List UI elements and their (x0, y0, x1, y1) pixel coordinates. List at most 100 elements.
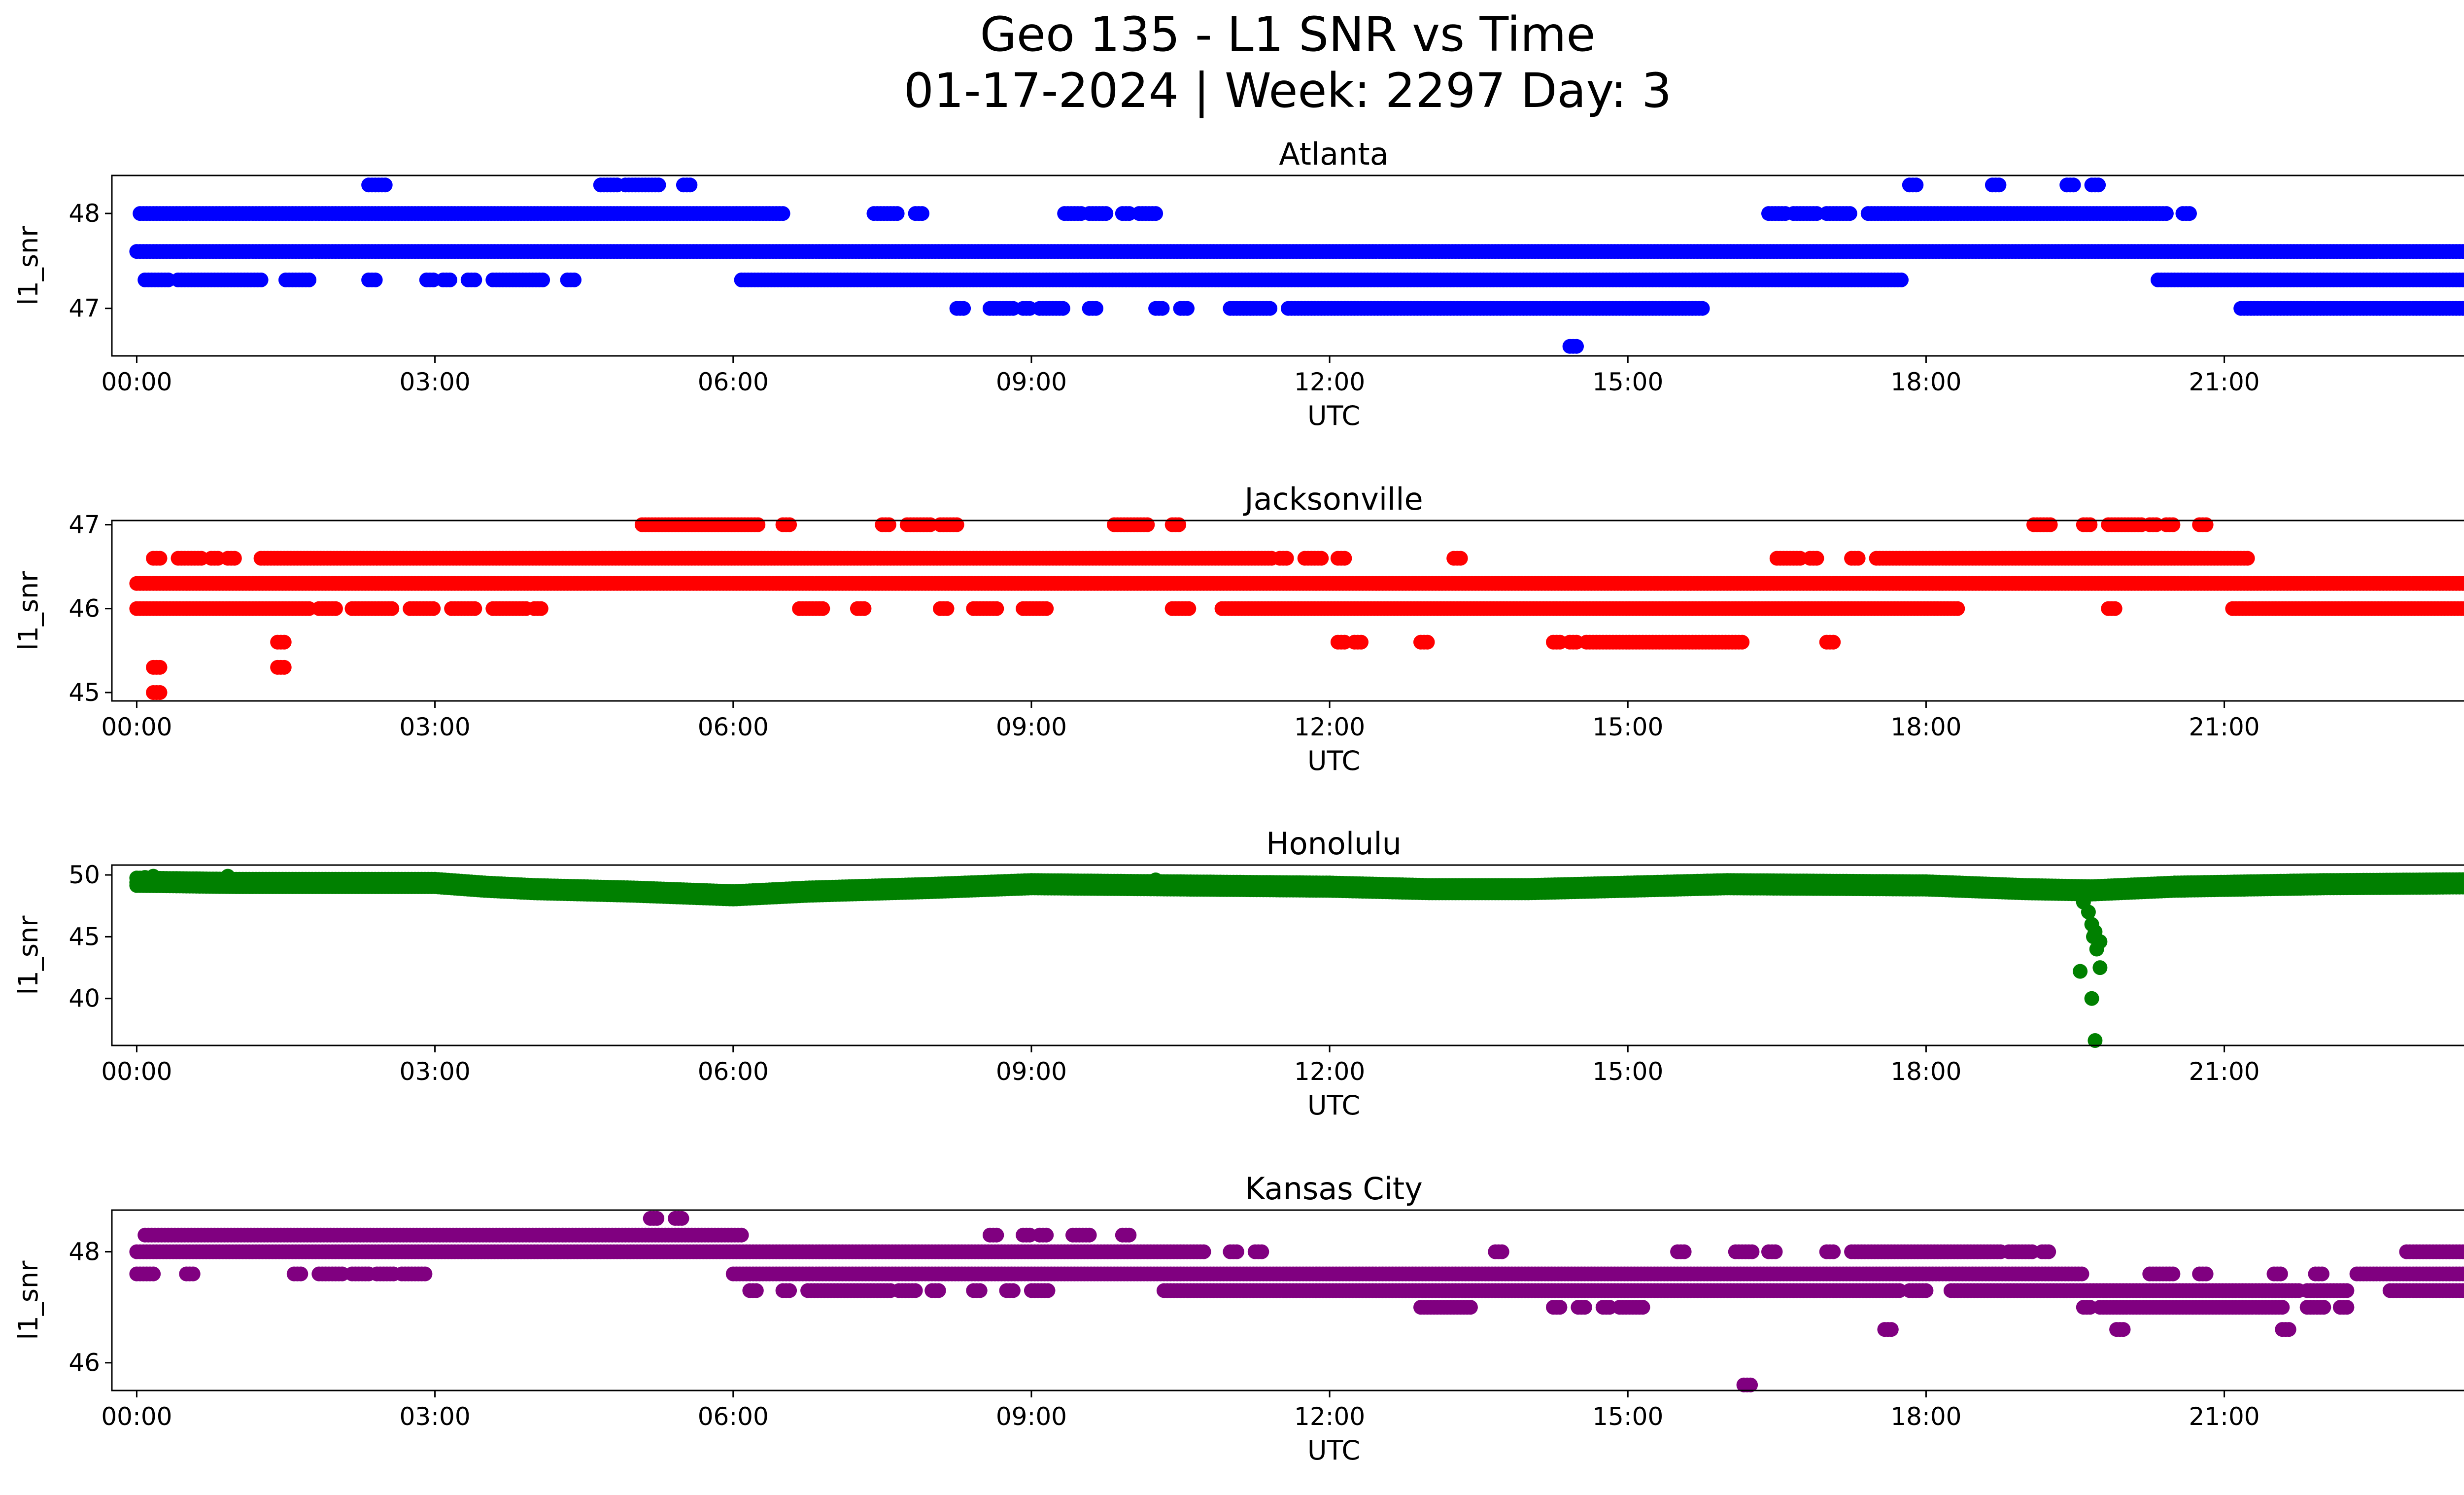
data-point (2165, 517, 2181, 532)
data-point (467, 272, 482, 287)
panel-title: Honolulu (1266, 826, 1402, 862)
data-point (442, 272, 457, 287)
data-point (302, 272, 317, 287)
x-tick-label: 15:00 (1592, 713, 1663, 741)
data-point (1181, 601, 1197, 616)
scatter-points (129, 177, 2464, 354)
data-point (368, 272, 383, 287)
x-axis-label: UTC (1307, 745, 1360, 776)
x-tick-label: 06:00 (698, 713, 769, 741)
data-point (276, 660, 292, 675)
data-point (1909, 177, 1924, 193)
data-point (1155, 301, 1170, 316)
data-point (949, 517, 964, 532)
data-point (2462, 275, 2464, 285)
data-point (815, 601, 830, 616)
data-point (2240, 551, 2255, 566)
figure-title-line2: 01-17-2024 | Week: 2297 Day: 3 (904, 63, 1672, 119)
y-axis-label: l1_snr (13, 571, 44, 651)
data-point (253, 272, 269, 287)
data-point (1826, 634, 1841, 650)
x-tick-label: 09:00 (996, 368, 1067, 396)
x-tick-label: 03:00 (400, 713, 471, 741)
data-point (683, 177, 698, 193)
data-point (2158, 206, 2174, 221)
data-point (1140, 517, 1155, 532)
data-point (1569, 339, 1584, 354)
y-tick-label: 46 (68, 594, 100, 623)
data-point (276, 634, 292, 650)
x-tick-label: 12:00 (1294, 368, 1365, 396)
x-tick-label: 12:00 (1294, 713, 1365, 741)
data-point (1263, 301, 1278, 316)
y-tick-label: 48 (68, 199, 100, 228)
data-point (1039, 601, 1054, 616)
data-point (2066, 177, 2081, 193)
x-tick-label: 15:00 (1592, 368, 1663, 396)
data-point (227, 551, 242, 566)
x-tick-label: 03:00 (400, 368, 471, 396)
data-point (2043, 517, 2058, 532)
data-point (956, 301, 971, 316)
data-point (2083, 517, 2098, 532)
data-point (2198, 517, 2214, 532)
data-point (1337, 551, 1352, 566)
x-tick-label: 21:00 (2189, 368, 2260, 396)
x-axis-label: UTC (1307, 400, 1360, 431)
data-point (1314, 551, 1329, 566)
data-point (989, 601, 1004, 616)
data-point (890, 206, 905, 221)
data-point (1735, 634, 1750, 650)
data-point (1809, 551, 1824, 566)
x-tick-label: 21:00 (2189, 713, 2260, 741)
data-point (1850, 551, 1866, 566)
data-point (915, 206, 929, 221)
data-point (1420, 634, 1435, 650)
data-point (1055, 301, 1070, 316)
data-point (775, 206, 790, 221)
data-point (1180, 301, 1195, 316)
data-point (2091, 177, 2106, 193)
data-point (751, 517, 766, 532)
data-point (939, 601, 955, 616)
data-point (1842, 206, 1857, 221)
data-point (533, 601, 548, 616)
data-point (1148, 206, 1164, 221)
x-tick-label: 00:00 (101, 368, 172, 396)
data-point (384, 601, 400, 616)
data-point (1354, 634, 1369, 650)
data-point (782, 517, 797, 532)
data-point (467, 601, 482, 616)
data-point (567, 272, 582, 287)
panel-title: Atlanta (1279, 136, 1388, 172)
x-tick-label: 18:00 (1890, 368, 1961, 396)
data-point (426, 601, 441, 616)
data-point (1098, 206, 1114, 221)
y-tick-label: 45 (68, 678, 100, 707)
data-point (1695, 301, 1710, 316)
data-point (856, 601, 872, 616)
data-point (152, 685, 168, 700)
figure-title-line1: Geo 135 - L1 SNR vs Time (980, 7, 1596, 62)
data-point (651, 177, 666, 193)
data-point (328, 601, 343, 616)
data-point (1279, 551, 1294, 566)
data-point (1894, 272, 1909, 287)
data-point (152, 551, 168, 566)
data-point (1453, 551, 1468, 566)
data-point (2107, 601, 2122, 616)
atlanta-panel: Atlanta 00:00 03:00 06:00 09:00 12:00 15:00 18:… (13, 136, 2464, 431)
x-tick-label: 09:00 (996, 713, 1067, 741)
y-tick-label: 47 (68, 511, 100, 539)
panel-title: Jacksonville (1242, 481, 1423, 517)
data-point (2462, 246, 2464, 257)
data-point (535, 272, 550, 287)
data-point (2182, 206, 2197, 221)
x-tick-label: 18:00 (1890, 713, 1961, 741)
data-point (1950, 601, 1965, 616)
y-axis-label: l1_snr (13, 226, 44, 306)
data-point (2459, 273, 2464, 287)
x-tick-label: 06:00 (698, 368, 769, 396)
data-point (1089, 301, 1103, 316)
